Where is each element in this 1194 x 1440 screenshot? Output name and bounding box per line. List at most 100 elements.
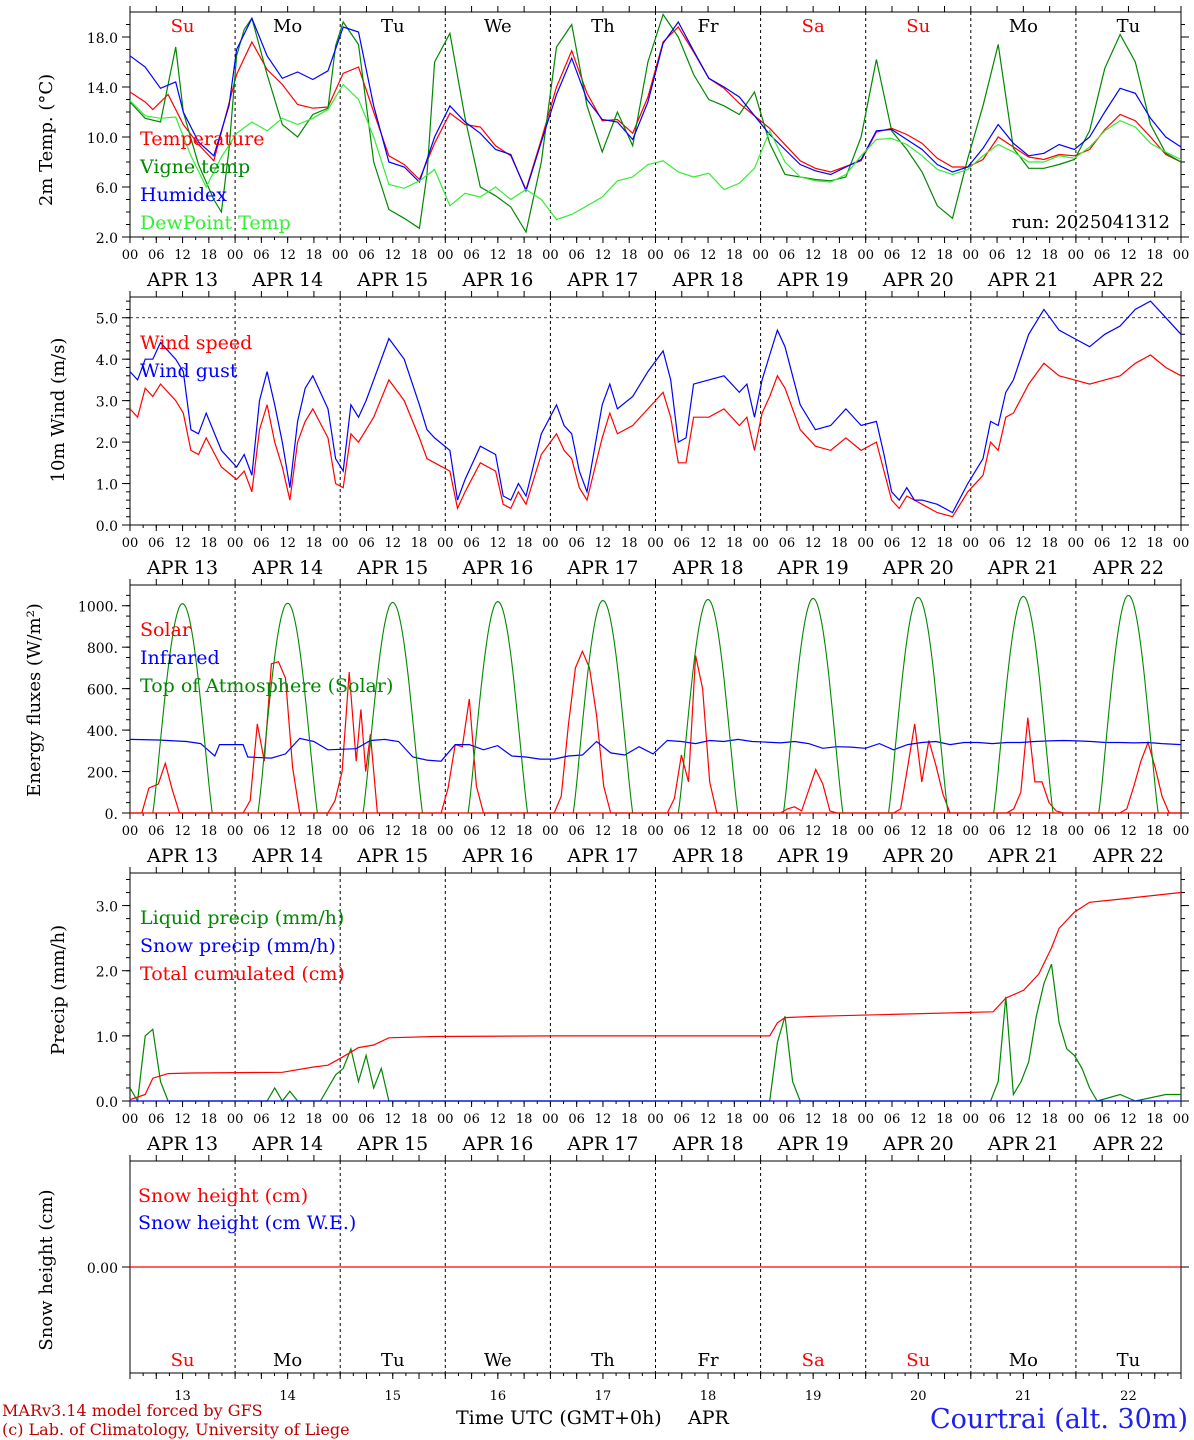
x-hour-label: 00 xyxy=(1068,824,1085,839)
x-hour-label: 12 xyxy=(595,536,612,551)
y-tick-label: 18.0 xyxy=(87,31,118,47)
x-hour-label: 12 xyxy=(595,1112,612,1127)
energy-yticks: 0. 200. 400. 600. 800. 1000. xyxy=(78,594,1189,823)
x-date-label: APR 19 xyxy=(777,845,849,867)
x-hour-label: 12 xyxy=(700,248,717,263)
x-date-label: APR 15 xyxy=(356,845,428,867)
x-hour-label: 00 xyxy=(437,824,454,839)
x-hour-label: 06 xyxy=(568,1112,585,1127)
x-hour-label: 00 xyxy=(752,536,769,551)
x-date-label: APR 15 xyxy=(356,557,428,579)
y-tick-label: 800. xyxy=(87,641,118,657)
x-date-label: APR 20 xyxy=(882,557,954,579)
legend-solar: Solar xyxy=(140,619,192,641)
x-hour-label: 18 xyxy=(726,824,743,839)
x-hour-label: 18 xyxy=(411,824,428,839)
x-hour-label: 00 xyxy=(122,248,139,263)
x-hour-label: 18 xyxy=(516,248,533,263)
x-hour-label: 06 xyxy=(148,536,165,551)
x-hour-label: 00 xyxy=(227,536,244,551)
x-hour-label: 06 xyxy=(463,1112,480,1127)
day-label: Fr xyxy=(698,1350,719,1371)
x-hour-label: 06 xyxy=(253,536,270,551)
x-hour-label: 12 xyxy=(1015,1112,1032,1127)
x-hour-label: 18 xyxy=(1041,824,1058,839)
y-tick-label: 4.0 xyxy=(96,353,118,369)
x-hour-label: 12 xyxy=(384,824,401,839)
x-hour-label: 12 xyxy=(1120,248,1137,263)
x-hour-label: 06 xyxy=(884,536,901,551)
x-hour-label: 00 xyxy=(857,248,874,263)
y-tick-label: 1.0 xyxy=(96,478,118,494)
x-hour-label: 12 xyxy=(805,1112,822,1127)
x-hour-label: 12 xyxy=(174,1112,191,1127)
snow-panel: 0.00 Snow height (cm) Snow height (cm) S… xyxy=(36,1155,1189,1404)
x-date-label: APR 22 xyxy=(1092,1133,1164,1155)
x-hour-label: 06 xyxy=(253,824,270,839)
x-hour-label: 18 xyxy=(201,824,218,839)
snow-yticks: 0.00 xyxy=(87,1261,1189,1277)
y-tick-label: 400. xyxy=(87,724,118,740)
x-hour-label: 12 xyxy=(174,248,191,263)
x-hour-label: 12 xyxy=(910,1112,927,1127)
x-hour-label: 00 xyxy=(227,1112,244,1127)
x-hour-label: 06 xyxy=(463,536,480,551)
x-hour-label: 12 xyxy=(595,824,612,839)
x-date-label: APR 19 xyxy=(777,557,849,579)
temperature-axis-title: 2m Temp. (°C) xyxy=(36,74,57,206)
x-hour-label: 06 xyxy=(358,248,375,263)
x-hour-label: 00 xyxy=(542,1112,559,1127)
x-date-label: APR 16 xyxy=(461,269,533,291)
x-date-label: APR 19 xyxy=(777,269,849,291)
x-hour-label: 18 xyxy=(1041,536,1058,551)
x-hour-label: 06 xyxy=(253,1112,270,1127)
plot-frame xyxy=(129,11,1182,238)
x-day-number: 19 xyxy=(805,1389,822,1404)
x-hour-label: 00 xyxy=(542,536,559,551)
x-date-label: APR 19 xyxy=(777,1133,849,1155)
x-hour-label: 18 xyxy=(831,1112,848,1127)
x-date-label: APR 14 xyxy=(251,557,323,579)
x-hour-label: 18 xyxy=(831,824,848,839)
x-hour-label: 18 xyxy=(1146,536,1163,551)
day-label: Sa xyxy=(802,16,825,37)
x-hour-label: 00 xyxy=(122,824,139,839)
x-date-label: APR 13 xyxy=(146,1133,218,1155)
wind-frame xyxy=(129,291,1182,531)
x-hour-label: 18 xyxy=(411,248,428,263)
x-hour-label: 18 xyxy=(1146,248,1163,263)
legend-total-cumulated: Total cumulated (cm) xyxy=(140,963,345,985)
y-tick-label: 10.0 xyxy=(87,131,118,147)
x-hour-label: 12 xyxy=(279,536,296,551)
y-tick-label: 14.0 xyxy=(87,81,118,97)
x-day-number: 18 xyxy=(700,1389,717,1404)
y-tick-label: 1.0 xyxy=(96,1030,118,1046)
x-date-label: APR 15 xyxy=(356,1133,428,1155)
legend-toa-solar: Top of Atmosphere (Solar) xyxy=(140,675,393,697)
lab-credit: (c) Lab. of Climatology, University of L… xyxy=(2,1420,350,1439)
x-date-label: APR 13 xyxy=(146,845,218,867)
x-hour-label: 06 xyxy=(779,536,796,551)
x-hour-label: 18 xyxy=(516,824,533,839)
x-hour-label: 00 xyxy=(647,1112,664,1127)
x-hour-label: 06 xyxy=(884,1112,901,1127)
x-hour-label: 18 xyxy=(516,1112,533,1127)
x-hour-label: 06 xyxy=(884,248,901,263)
x-hour-label: 18 xyxy=(936,248,953,263)
y-tick-label: 3.0 xyxy=(96,395,118,411)
x-day-number: 20 xyxy=(910,1389,927,1404)
x-hour-label: 00 xyxy=(332,248,349,263)
y-tick-label: 2.0 xyxy=(96,965,118,981)
legend-snow-height: Snow height (cm) xyxy=(138,1185,308,1207)
day-label: Fr xyxy=(698,16,719,37)
x-hour-label: 00 xyxy=(332,824,349,839)
x-hour-label: 12 xyxy=(700,536,717,551)
day-label: We xyxy=(484,16,512,37)
x-date-label: APR 14 xyxy=(251,269,323,291)
x-hour-label: 06 xyxy=(463,248,480,263)
x-date-label: APR 17 xyxy=(566,557,638,579)
wind-series xyxy=(129,300,1182,518)
x-hour-label: 12 xyxy=(1120,536,1137,551)
x-hour-label: 18 xyxy=(201,248,218,263)
